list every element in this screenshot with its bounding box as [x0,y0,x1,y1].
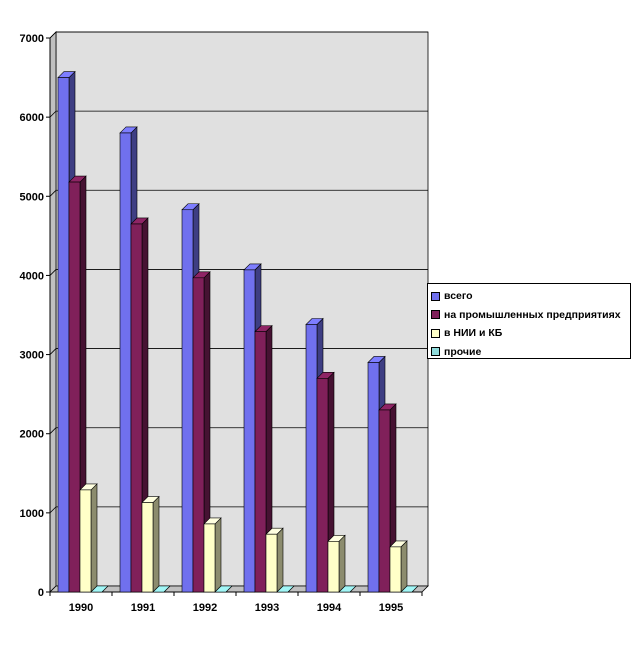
legend-item-industry: на промышленных предприятиях [431,306,630,325]
x-tick-label: 1995 [379,602,403,614]
gridline-side [49,348,57,355]
legend-label-research: в НИИ и КБ [444,327,503,340]
bar-side [90,483,98,593]
bar [203,523,216,593]
bar [79,489,92,593]
bar-top [90,585,109,593]
bar [192,277,205,593]
legend-item-other: прочие [431,343,630,362]
gridline-side [49,427,57,434]
bar-top [152,585,171,593]
gridline-side [49,110,57,118]
bar [130,223,143,593]
bar [57,77,70,593]
y-tick-label: 4000 [20,270,44,282]
bar-side [338,534,346,593]
bar-top [338,585,357,593]
x-tick-label: 1991 [131,602,155,614]
gridline-side [49,31,57,39]
y-tick-label: 6000 [20,112,44,124]
bar-top [276,585,295,593]
y-tick-label: 3000 [20,350,44,362]
y-tick-label: 0 [38,587,44,599]
bar [389,546,402,593]
bar-side [152,495,160,593]
bar [265,533,278,593]
legend: всего на промышленных предприятиях в НИИ… [427,283,631,359]
x-tick-label: 1994 [317,602,342,614]
x-tick-label: 1992 [193,602,217,614]
bar [305,324,318,593]
legend-item-total: всего [431,287,630,306]
bar-side [400,540,408,593]
y-tick-label: 1000 [20,508,44,520]
legend-swatch-other [431,347,440,357]
gridline-side [49,190,57,197]
x-tick-label: 1993 [255,602,279,614]
bar [243,269,256,593]
legend-label-other: прочие [444,345,482,358]
bar [367,362,380,593]
bar [316,378,329,593]
bar-side [214,517,222,593]
legend-label-total: всего [444,290,473,303]
legend-item-research: в НИИ и КБ [431,324,630,343]
legend-swatch-total [431,291,440,301]
legend-label-industry: на промышленных предприятиях [444,308,621,321]
bar [141,502,154,593]
x-tick-label: 1990 [69,602,93,614]
legend-swatch-research [431,328,440,338]
bar [68,181,81,593]
gridline-side [49,269,57,276]
legend-swatch-industry [431,310,440,320]
bar-side [276,527,284,593]
bar-top [400,585,419,593]
bar [378,409,391,593]
y-tick-label: 7000 [20,33,44,45]
gridline-side [49,506,57,514]
bar-top [214,585,233,593]
bar [327,541,340,593]
y-tick-label: 5000 [20,191,44,203]
y-tick-label: 2000 [20,429,44,441]
bar [254,331,267,593]
bar [181,209,194,593]
bar [119,132,132,593]
